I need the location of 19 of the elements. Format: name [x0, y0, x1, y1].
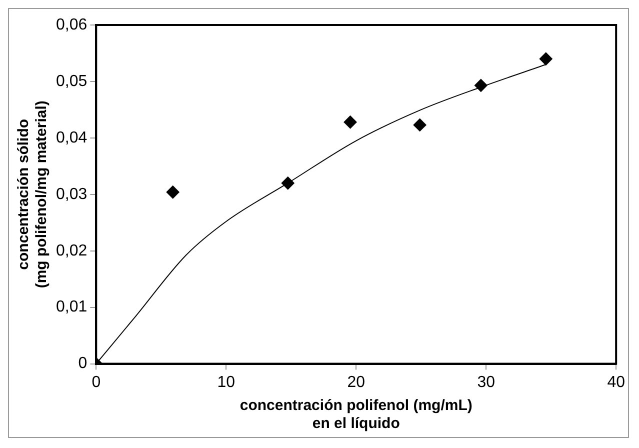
y-tick-label: 0,03 — [56, 186, 88, 203]
point — [344, 116, 357, 129]
point — [166, 186, 180, 199]
x-tick-label: 40 — [607, 374, 626, 391]
x-tick-label: 30 — [477, 374, 496, 391]
point — [539, 52, 552, 66]
y-tick-label: 0,06 — [56, 16, 88, 34]
y-tick-label: 0,01 — [56, 298, 88, 316]
point — [474, 78, 488, 92]
y-tick-label: 0,04 — [56, 129, 88, 146]
point — [413, 118, 426, 132]
x-axis-title: concentración polifenol (mg/mL) en el líquido — [240, 397, 472, 432]
y-axis-title: concentración sólido (mg polifenol/mg material) — [15, 100, 50, 288]
y-tick-label: 0,02 — [56, 242, 88, 260]
y-tick-label: 0,05 — [56, 72, 88, 90]
x-tick-label: 20 — [347, 374, 366, 391]
x-tick-label: 0 — [92, 374, 101, 391]
x-tick-label: 10 — [217, 374, 236, 391]
y-tick-label: 0 — [78, 355, 88, 372]
